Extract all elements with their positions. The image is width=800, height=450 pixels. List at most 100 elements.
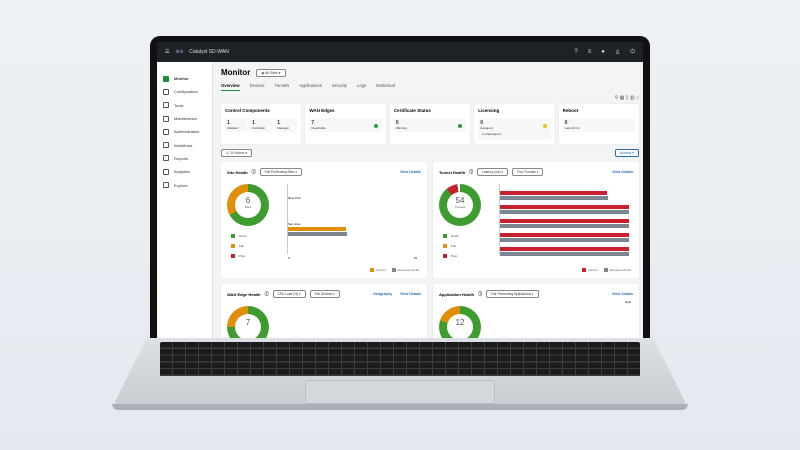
help-icon[interactable]: ? — [574, 48, 578, 55]
page-title: Monitor — [221, 68, 251, 77]
card-stat: 1 Manager — [275, 118, 298, 132]
tab-applications[interactable]: Applications — [299, 83, 322, 88]
view-toggle[interactable]: ⚲ ▦ ▯ ▥ ○ — [614, 95, 639, 101]
sidebar-item-maintenance[interactable]: Maintenance — [157, 112, 212, 125]
view-details-link[interactable]: View Details — [612, 170, 633, 174]
geography-link[interactable]: Geography — [373, 292, 393, 296]
x-tick: 0 — [288, 256, 290, 260]
application-health-panel: Application Health ⓘ Fair Performing Appli… — [433, 284, 639, 338]
tab-multicloud[interactable]: Multicloud — [376, 83, 395, 88]
time-filter[interactable]: ◷ 24 Hours ▾ — [221, 149, 252, 157]
screen: ☰ ılıılı Catalyst SD-WAN ? ≡ ● ♙ ⏻ Monitor Co… — [157, 42, 643, 338]
summary-card[interactable]: Certificate Status 0 Warning — [389, 104, 471, 144]
info-icon: ⓘ — [251, 169, 256, 174]
tunnel-bar-chart — [499, 184, 629, 256]
tunnel-total: 54 — [455, 196, 465, 205]
info-icon: ⓘ — [264, 291, 269, 296]
list-icon[interactable]: ≡ — [587, 48, 592, 55]
tab-devices[interactable]: Devices — [249, 83, 265, 88]
metric-filter[interactable]: Latency (ms) ▾ — [477, 168, 509, 176]
info-icon: ⓘ — [469, 169, 474, 174]
legend-item: Fair — [231, 244, 244, 248]
x-tick: 10 — [413, 256, 417, 260]
legend-previous: Previous 24 Hrs — [603, 268, 631, 272]
workflows-icon — [163, 142, 169, 149]
menu-icon[interactable]: ☰ — [165, 49, 170, 55]
site-unit: Sites — [244, 205, 252, 209]
card-stat: 0 Last 24 hrs — [562, 118, 636, 132]
sidebar-item-label: Analytics — [174, 169, 191, 175]
legend-current: Current — [581, 268, 598, 272]
summary-card[interactable]: Control Components 1 Validator 1 Controller 1… — [221, 104, 302, 144]
cpu-filter[interactable]: CPU Load (%) ▾ — [272, 290, 306, 298]
tab-tunnels[interactable]: Tunnels — [274, 83, 290, 88]
bar-label: New York — [288, 196, 301, 200]
tunnel-unit: Tunnels — [454, 205, 466, 209]
bar-current — [500, 219, 629, 223]
configuration-icon — [163, 88, 169, 95]
site-total: 6 — [245, 196, 251, 205]
view-details-link[interactable]: View Details — [400, 170, 421, 174]
view-details-link[interactable]: View Details — [400, 292, 421, 296]
device-filter[interactable]: Fair Devices ▾ — [309, 290, 340, 298]
sidebar: Monitor Configuration Tools Maintenance Admi… — [157, 62, 213, 338]
sidebar-item-workflows[interactable]: Workflows — [157, 138, 212, 151]
explore-icon — [163, 182, 169, 189]
administration-icon — [163, 128, 169, 135]
summary-card[interactable]: Reboot 0 Last 24 hrs — [558, 104, 640, 144]
tab-security[interactable]: Security — [331, 83, 348, 88]
wan-edge-health-panel: WAN Edge Health ⓘ CPU Load (%) ▾ Fair Devic… — [221, 284, 427, 338]
sidebar-item-analytics[interactable]: Analytics — [157, 165, 212, 178]
card-stat: 0 Assigned 0 Unassigned — [478, 118, 551, 140]
view-details-link[interactable]: View Details — [612, 292, 633, 296]
site-filter[interactable]: Fair Performing Sites ▾ — [259, 168, 303, 176]
laptop-edge — [112, 404, 688, 410]
tab-logs[interactable]: Logs — [357, 83, 367, 88]
wan-edge-title: WAN Edge Health — [227, 291, 261, 297]
legend-item: Poor — [231, 254, 245, 258]
user-icon[interactable]: ♙ — [614, 49, 621, 56]
bar-current — [500, 191, 608, 195]
sidebar-item-tools[interactable]: Tools — [157, 99, 212, 112]
bell-icon[interactable]: ● — [601, 48, 605, 55]
sidebar-item-label: Administration — [174, 129, 200, 135]
sidebar-item-label: Maintenance — [174, 116, 197, 122]
top-bar: ☰ ılıılı Catalyst SD-WAN ? ≡ ● ♙ ⏻ — [157, 42, 643, 62]
qoe-label: QoE — [624, 300, 631, 304]
tunnel-filter[interactable]: Poor Tunnels ▾ — [512, 168, 544, 176]
tab-overview[interactable]: Overview — [221, 83, 240, 91]
site-bar-chart: New York San Jose 0 10 — [287, 184, 417, 260]
legend-item: Poor — [443, 254, 457, 258]
app-filter[interactable]: Fair Performing Applications ▾ — [486, 290, 539, 298]
site-selector[interactable]: ◉ All Sites ▾ — [256, 68, 286, 77]
sidebar-item-monitor[interactable]: Monitor — [157, 72, 212, 85]
sidebar-item-label: Reports — [174, 155, 189, 161]
sidebar-item-configuration[interactable]: Configuration — [157, 85, 212, 98]
sidebar-item-explore[interactable]: Explore — [157, 178, 212, 191]
summary-cards: Control Components 1 Validator 1 Controller 1… — [221, 104, 640, 144]
bar-previous — [500, 238, 629, 242]
bar-label: San Jose — [288, 222, 301, 226]
sidebar-item-label: Tools — [174, 102, 184, 108]
bar-current — [500, 247, 629, 251]
legend-item: Good — [231, 234, 246, 238]
card-stat: 1 Validator — [225, 118, 248, 132]
sidebar-item-reports[interactable]: Reports — [157, 152, 212, 165]
sidebar-item-label: Configuration — [174, 89, 198, 95]
status-dot — [373, 124, 378, 128]
wan-donut — [227, 306, 269, 338]
main: Monitor ◉ All Sites ▾ Overview Devices Tunn… — [217, 62, 643, 338]
tunnel-health-title: Tunnel Health — [439, 169, 466, 175]
legend-item: Good — [443, 234, 458, 238]
site-donut — [227, 184, 269, 226]
sidebar-item-label: Explore — [174, 182, 188, 188]
summary-card[interactable]: Licensing 0 Assigned 0 Unassigned — [474, 104, 555, 144]
actions-button[interactable]: Actions ▾ — [614, 149, 639, 157]
bar-previous — [500, 210, 629, 214]
app-total: 12 — [455, 318, 465, 327]
summary-card[interactable]: WAN Edges 7 Reachable — [305, 104, 386, 144]
sidebar-item-administration[interactable]: Administration — [157, 125, 212, 138]
power-icon[interactable]: ⏻ — [630, 48, 635, 55]
tabs: Overview Devices Tunnels Applications Securi… — [221, 83, 639, 91]
bar-current — [288, 227, 347, 231]
